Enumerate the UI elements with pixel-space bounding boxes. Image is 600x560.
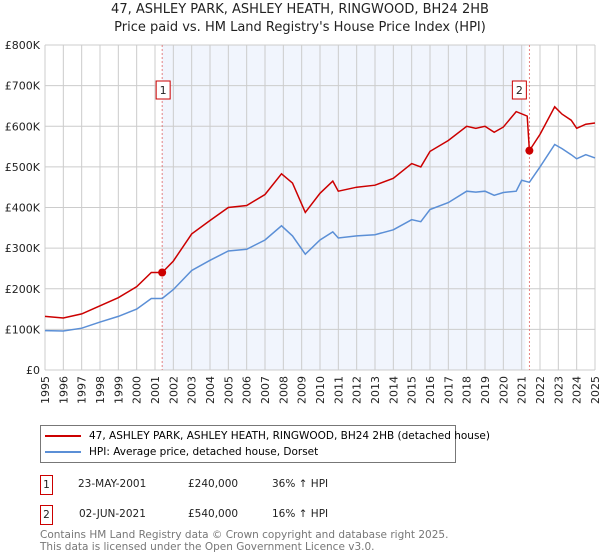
sale-row: 2 02-JUN-2021 £540,000 16% ↑ HPI [40,505,540,525]
x-tick-label: 2022 [534,376,547,404]
chart-subtitle: Price paid vs. HM Land Registry's House … [114,20,486,35]
sale-date: 23-MAY-2001 [78,478,147,490]
x-tick-label: 2017 [442,376,455,404]
x-tick-label: 2021 [516,376,529,404]
sale-price: £240,000 [188,478,239,490]
x-tick-label: 1999 [112,376,125,404]
sale-badge: 1 [40,475,53,495]
footer-line: This data is licensed under the Open Gov… [40,541,375,553]
x-tick-label: 2012 [351,376,364,404]
legend-blue-line [45,451,81,453]
legend-item-property: 47, ASHLEY PARK, ASHLEY HEATH, RINGWOOD,… [45,429,490,443]
x-tick-label: 2019 [479,376,492,404]
x-tick-label: 2024 [571,376,584,404]
x-tick-label: 1998 [94,376,107,404]
x-tick-label: 2004 [204,376,217,404]
series-line [44,143,596,332]
sale-label-box [511,80,527,100]
sale-point [525,146,534,155]
x-tick-label: 2005 [222,376,235,404]
y-tick-label: £800K [5,39,41,52]
x-tick-label: 2002 [167,376,180,404]
x-tick-label: 2011 [332,376,345,404]
sale-row: 1 23-MAY-2001 £240,000 36% ↑ HPI [40,475,540,495]
x-tick-label: 1997 [76,376,89,404]
legend-label: HPI: Average price, detached house, Dors… [89,446,319,458]
y-tick-label: £400K [5,202,41,215]
y-tick-label: £0 [26,364,40,377]
x-tick-label: 2020 [497,376,510,404]
x-tick-label: 2023 [552,376,565,404]
x-tick-label: 2006 [241,376,254,404]
y-tick-label: £700K [5,80,41,93]
legend-label: 47, ASHLEY PARK, ASHLEY HEATH, RINGWOOD,… [89,430,490,442]
x-tick-label: 2000 [131,376,144,404]
y-tick-label: £100K [5,323,41,336]
legend-item-hpi: HPI: Average price, detached house, Dors… [45,445,318,459]
sale-label: 2 [516,84,523,97]
y-tick-label: £600K [5,120,41,133]
x-tick-label: 2025 [589,376,600,404]
price-chart: 1995 1996 1997 1998 1999 2000 2001 2002 2003 2004… [5,39,600,404]
legend-red-line [45,435,81,437]
sale-label: 1 [160,84,167,97]
x-tick-label: 2008 [277,376,290,404]
legend: 47, ASHLEY PARK, ASHLEY HEATH, RINGWOOD,… [40,425,490,463]
x-tick-label: 2007 [259,376,272,404]
x-tick-label: 2001 [149,376,162,404]
x-tick-label: 2014 [387,376,400,404]
x-tick-label: 2009 [296,376,309,404]
sale-hpi: 36% ↑ HPI [272,478,329,490]
sale-point [158,268,167,277]
x-tick-label: 2018 [461,376,474,404]
sale-date: 02-JUN-2021 [79,508,146,520]
x-tick-label: 2013 [369,376,382,404]
footer-line: Contains HM Land Registry data © Crown c… [40,529,449,541]
x-tick-label: 2015 [406,376,419,404]
x-tick-label: 2010 [314,376,327,404]
y-tick-label: £500K [5,161,41,174]
chart-title: 47, ASHLEY PARK, ASHLEY HEATH, RINGWOOD,… [111,2,489,17]
x-tick-label: 1995 [39,376,52,404]
sale-badge: 2 [40,505,53,525]
sale-label-box [155,80,171,100]
footer: Contains HM Land Registry data © Crown c… [40,529,448,553]
x-tick-label: 2016 [424,376,437,404]
x-tick-label: 2003 [186,376,199,404]
y-tick-label: £200K [5,283,41,296]
y-tick-label: £300K [5,242,41,255]
x-tick-label: 1996 [57,376,70,404]
sale-price: £540,000 [188,508,239,520]
sale-hpi: 16% ↑ HPI [272,508,329,520]
